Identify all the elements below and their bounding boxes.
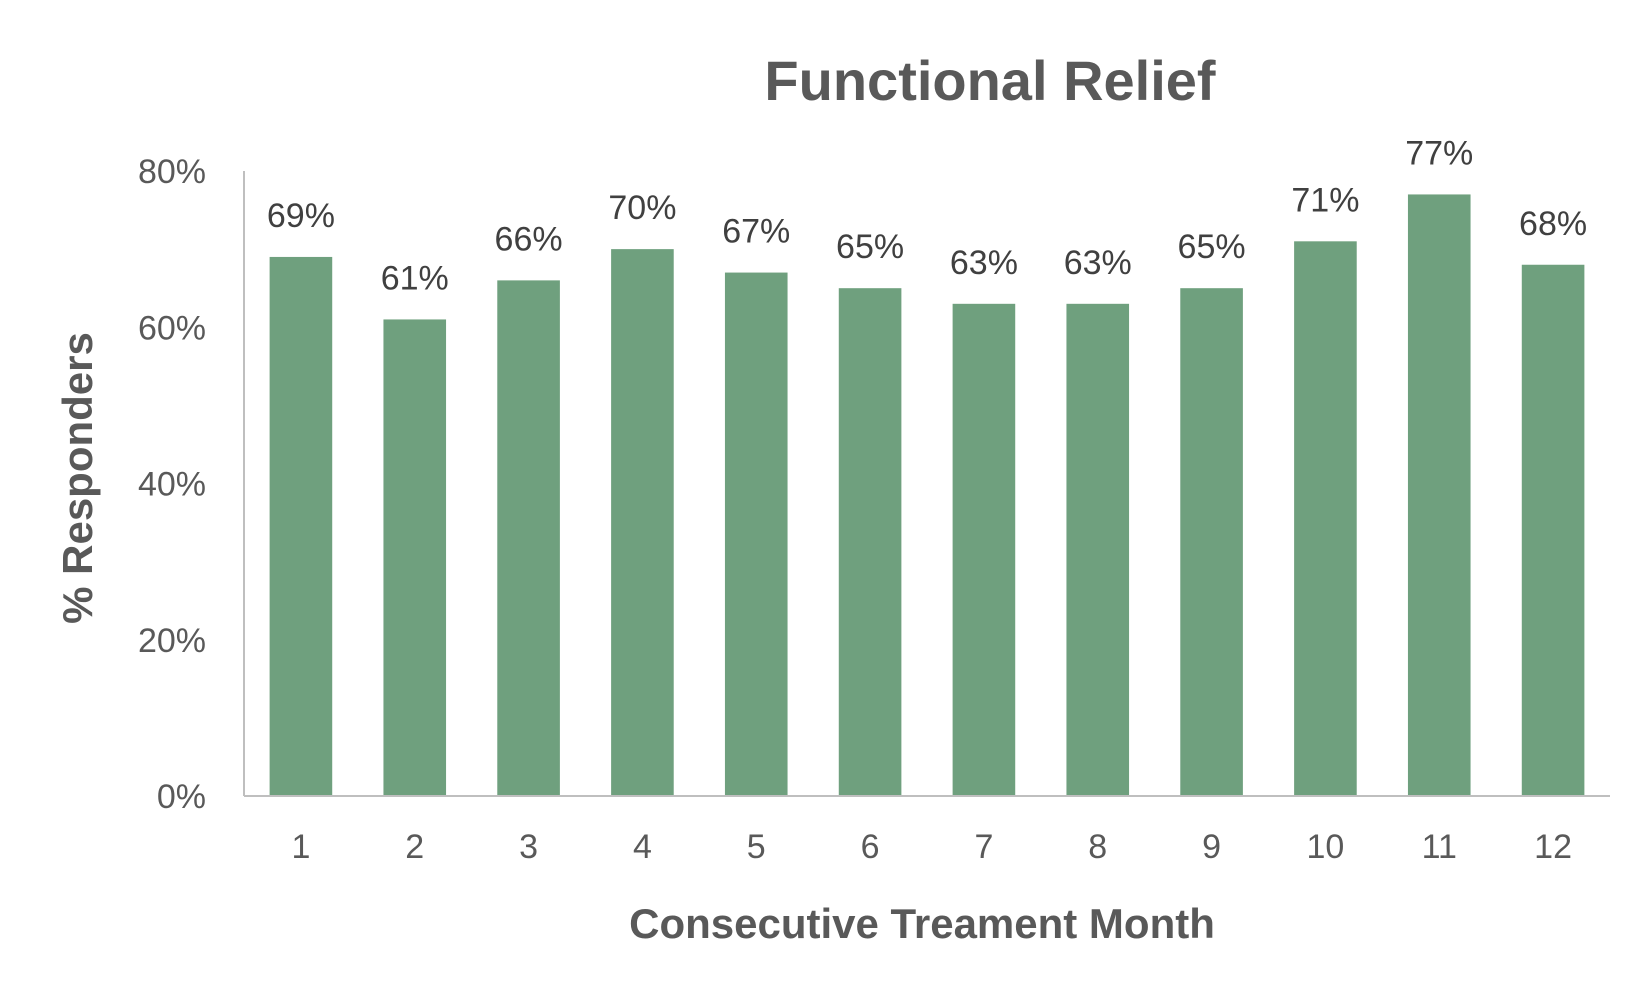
y-tick-label: 60% bbox=[138, 309, 206, 347]
x-tick-label: 1 bbox=[291, 828, 310, 866]
y-tick-label: 80% bbox=[138, 153, 206, 191]
data-label: 61% bbox=[381, 259, 449, 297]
bar bbox=[1180, 288, 1243, 796]
bar bbox=[724, 272, 788, 796]
x-tick-label: 12 bbox=[1534, 828, 1572, 866]
data-labels: 69% 61% 66% 70% 67% 65% 63% 63% 65% 71% 77% 68% bbox=[267, 134, 1587, 297]
bar bbox=[838, 288, 902, 796]
x-tick-label: 10 bbox=[1307, 828, 1345, 866]
bar bbox=[1066, 303, 1130, 796]
data-label: 63% bbox=[1064, 244, 1132, 282]
data-label: 63% bbox=[950, 244, 1018, 282]
x-tick-label: 11 bbox=[1422, 828, 1457, 866]
x-tick-label: 3 bbox=[519, 828, 538, 866]
bar bbox=[1294, 241, 1357, 796]
x-tick-label: 8 bbox=[1088, 828, 1107, 866]
data-label: 68% bbox=[1519, 205, 1587, 243]
x-axis-title: Consecutive Treament Month bbox=[629, 900, 1215, 947]
y-axis-ticks: 0% 20% 40% 60% 80% bbox=[138, 153, 206, 816]
bar-series bbox=[269, 194, 1585, 796]
bar bbox=[269, 256, 333, 796]
bar bbox=[1407, 194, 1471, 796]
x-tick-label: 6 bbox=[861, 828, 880, 866]
data-label: 69% bbox=[267, 197, 335, 235]
y-tick-label: 40% bbox=[138, 466, 206, 504]
chart-title: Functional Relief bbox=[764, 49, 1215, 112]
bar bbox=[1521, 264, 1585, 796]
data-label: 66% bbox=[495, 220, 563, 258]
bar bbox=[952, 303, 1016, 796]
x-tick-label: 9 bbox=[1202, 828, 1221, 866]
y-tick-label: 0% bbox=[157, 778, 206, 816]
bar bbox=[383, 319, 447, 796]
bar bbox=[611, 249, 674, 796]
data-label: 65% bbox=[836, 228, 904, 266]
x-tick-label: 5 bbox=[747, 828, 766, 866]
data-label: 65% bbox=[1178, 228, 1246, 266]
y-axis-title: % Responders bbox=[54, 332, 101, 624]
x-tick-label: 7 bbox=[974, 828, 993, 866]
data-label: 67% bbox=[722, 213, 790, 251]
bar bbox=[497, 280, 560, 796]
x-tick-label: 2 bbox=[405, 828, 424, 866]
data-label: 77% bbox=[1405, 134, 1473, 172]
data-label: 70% bbox=[608, 189, 676, 227]
x-axis-ticks: 1 2 3 4 5 6 7 8 9 10 11 12 bbox=[291, 828, 1572, 866]
data-label: 71% bbox=[1291, 181, 1359, 219]
x-tick-label: 4 bbox=[633, 828, 652, 866]
y-tick-label: 20% bbox=[138, 622, 206, 660]
